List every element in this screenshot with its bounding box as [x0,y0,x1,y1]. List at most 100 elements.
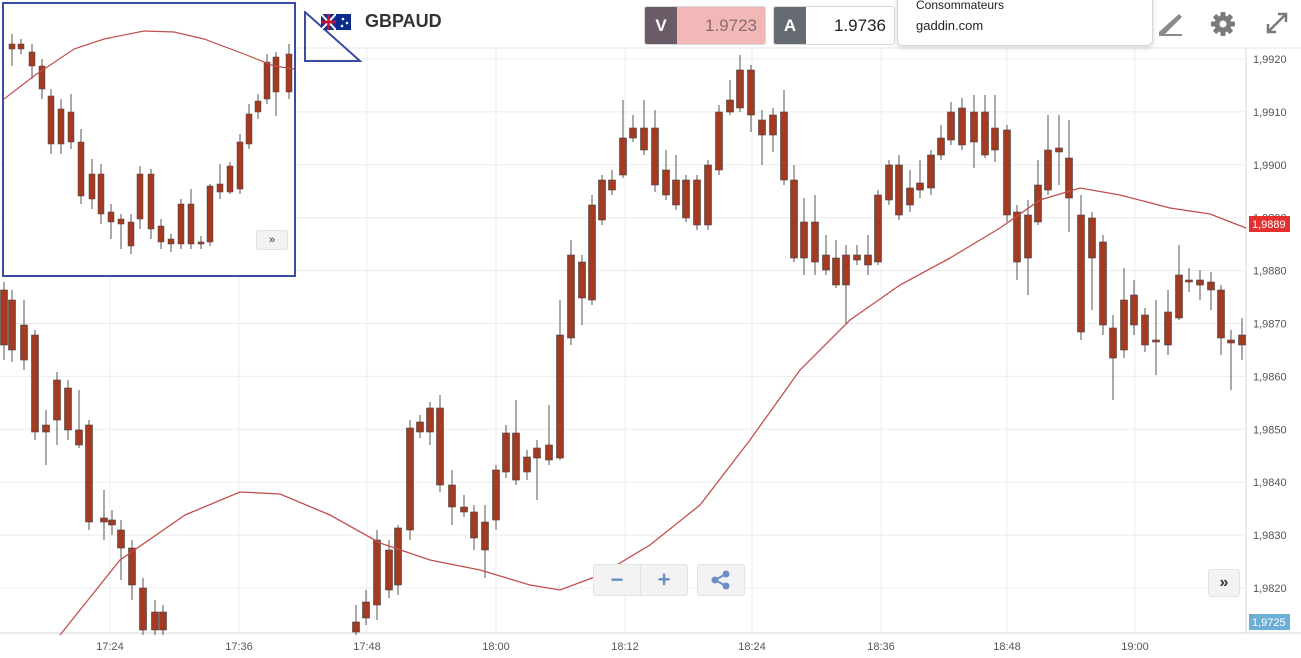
candle-body [1109,327,1117,359]
candles [0,55,1246,635]
minimap-candle-body [47,95,55,145]
candle-body [619,137,627,176]
candle-body [662,169,670,196]
minimap-candle-body [77,141,85,197]
minimap-candle-body [157,225,165,243]
candle-body [416,421,424,433]
zoom-in-button[interactable]: + [640,565,687,595]
candle-body [916,182,924,191]
candle-body [512,432,520,481]
candle-body [42,424,50,433]
candle-body [481,521,489,551]
bottom-price-label: 1,9725 [1252,617,1286,629]
minimap-scroll-button[interactable]: » [256,230,288,250]
minimap-chart [3,30,295,254]
candle-body [1099,241,1107,326]
candle-body [811,221,819,263]
candle-body [1088,217,1096,259]
buy-tag: A [774,7,806,44]
popup-domain: gaddin.com [916,18,984,33]
candle-body [533,447,541,459]
candle-body [1217,289,1225,339]
symbol-title: GBPAUD [365,11,442,31]
candle-body [139,587,147,631]
fullscreen-icon[interactable] [1262,8,1292,38]
candle-body [1065,157,1073,199]
scroll-right-button[interactable]: » [1208,569,1240,597]
candle-body [1164,311,1172,346]
gear-icon[interactable] [1208,8,1238,38]
candle-body [1130,294,1138,326]
candle-body [460,506,468,513]
candle-body [822,254,830,271]
candle-body [726,99,734,113]
candle-body [715,111,723,171]
x-tick-label: 18:12 [611,641,639,653]
candle-body [436,407,444,486]
minimap-candle-body [187,203,195,245]
candle-body [100,517,108,523]
candle-body [362,601,370,619]
candle-body [0,289,8,346]
candle-body [1238,334,1246,346]
y-tick-label: 1,9830 [1253,530,1287,542]
candle-body [640,127,648,151]
minimap-candle-body [97,173,105,215]
candle-body [927,154,935,189]
minimap-candle-body [206,185,214,243]
candle-body [842,254,850,286]
candle-body [20,324,28,361]
candle-body [864,254,872,266]
candle-body [53,379,61,421]
candle-body [523,456,531,473]
x-tick-label: 18:36 [867,641,895,653]
selection-triangle-icon [304,11,363,62]
candle-body [448,484,456,508]
x-tick-label: 18:48 [993,641,1021,653]
candle-body [578,261,586,299]
draw-icon[interactable] [1155,8,1185,38]
zoom-out-button[interactable]: − [610,567,624,592]
candle-body [693,179,701,226]
y-tick-label: 1,9920 [1253,54,1287,66]
sell-tag: V [645,7,677,44]
minimap-candle-body [177,203,185,245]
candle-body [85,424,93,523]
candle-body [556,334,564,459]
y-axis: 1,99201,99101,99001,98901,98801,98701,98… [1249,54,1290,630]
candle-body [75,429,83,446]
candle-body [1024,214,1032,259]
candle-body [406,427,414,531]
candle-body [885,164,893,201]
minimap-candle-body [57,108,65,145]
candle-body [608,179,616,191]
candle-body [981,111,989,156]
gbp-aud-flag-icon [321,14,351,30]
candle-body [736,69,744,109]
x-tick-label: 18:00 [482,641,510,653]
popup-title: Consommateurs [916,0,1005,12]
candle-body [426,407,434,433]
candle-body [629,127,637,139]
minimap-candle-body [226,165,234,193]
candle-body [352,621,360,633]
candle-body [853,254,861,261]
minimap-candle-body [147,173,155,230]
buy-quote-button[interactable]: A 1.9736 [773,6,895,45]
candle-body [31,334,39,433]
candle-body [502,432,510,473]
candle-body [651,127,659,186]
sell-quote-button[interactable]: V 1.9723 [644,6,766,45]
minimap-panel[interactable]: » [2,2,296,277]
share-icon[interactable] [697,564,745,596]
minimap-candle-body [136,173,144,220]
y-tick-label: 1,9850 [1253,424,1287,436]
minimap-candle-body [197,241,205,245]
y-tick-label: 1,9880 [1253,266,1287,278]
minimap-candle-body [17,43,25,50]
x-tick-label: 18:24 [738,641,766,653]
y-tick-label: 1,9910 [1253,107,1287,119]
x-tick-label: 17:48 [353,641,381,653]
x-tick-label: 17:24 [96,641,124,653]
candle-body [672,179,680,206]
